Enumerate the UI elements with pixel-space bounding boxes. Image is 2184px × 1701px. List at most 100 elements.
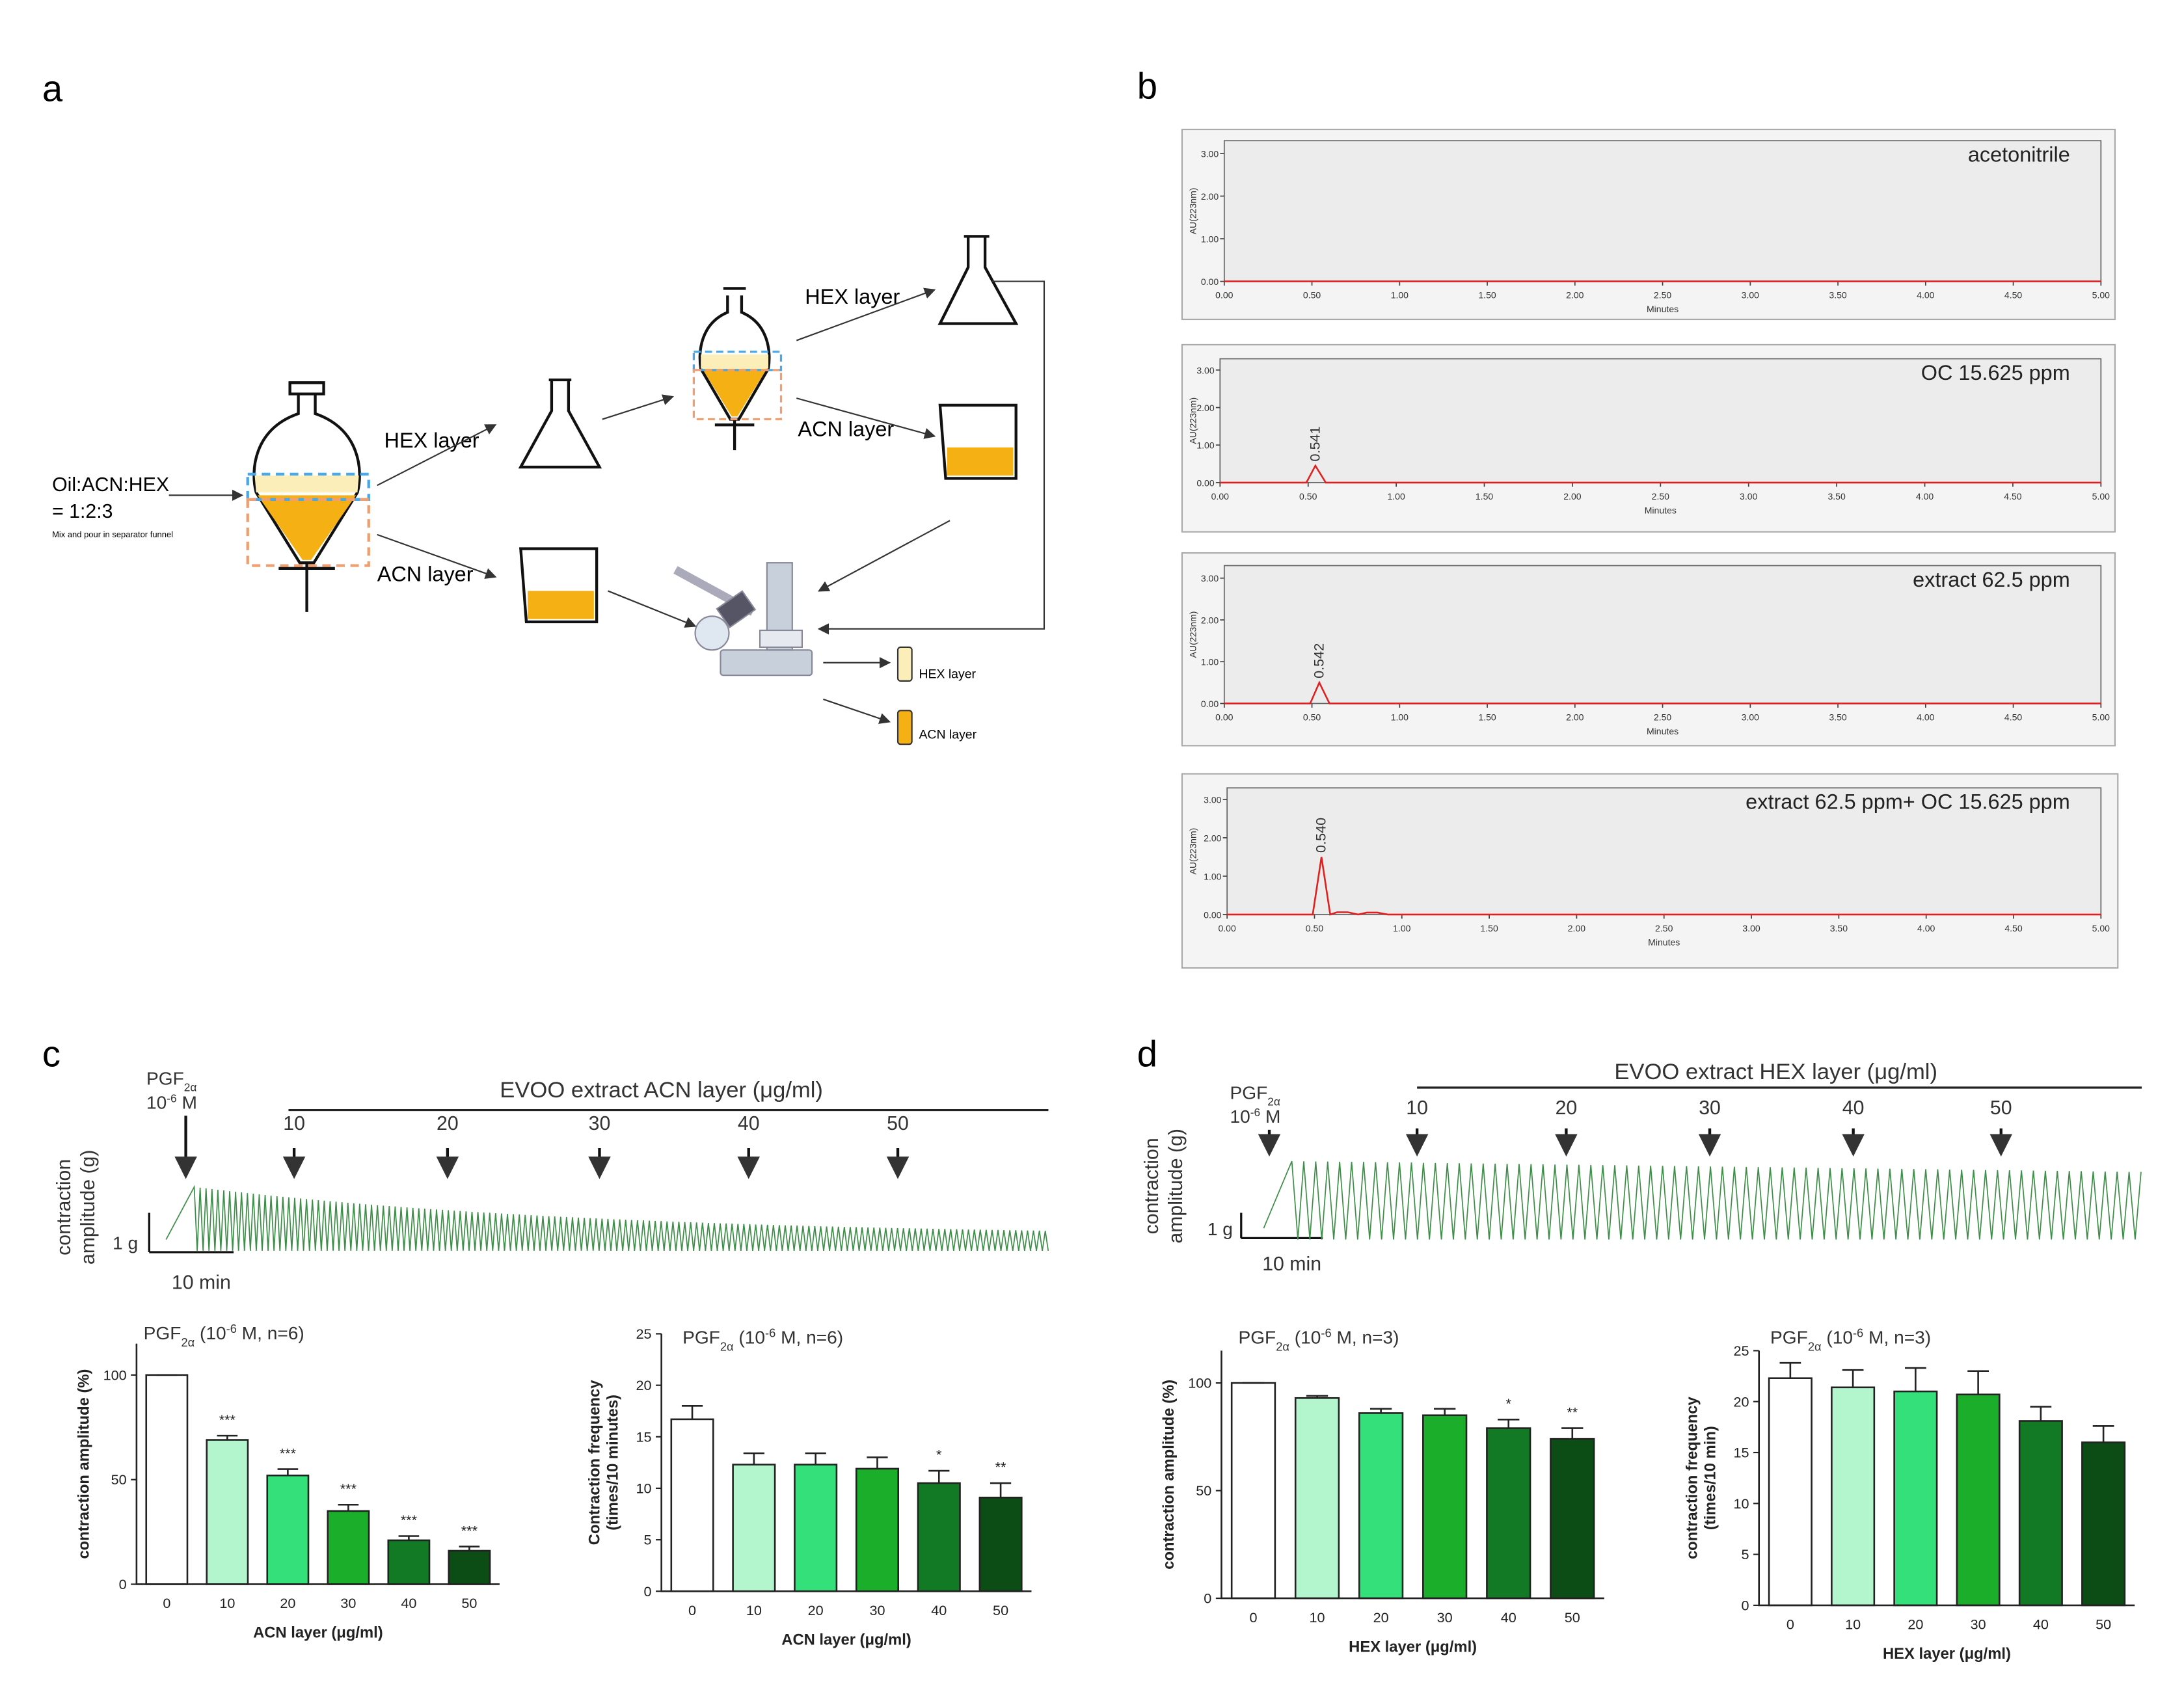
trace-y-label: contraction bbox=[1141, 1138, 1163, 1234]
y-tick-label: 15 bbox=[636, 1428, 651, 1445]
title-part: 2α bbox=[1276, 1339, 1289, 1353]
trace bbox=[165, 1185, 1049, 1251]
error-bar bbox=[867, 1456, 888, 1469]
bar bbox=[145, 1374, 189, 1585]
error-bar bbox=[1434, 1408, 1456, 1415]
x-tick-label: 0.50 bbox=[1299, 491, 1317, 502]
x-axis-label: ACN layer (μg/ml) bbox=[253, 1624, 383, 1642]
chart-title: extract 62.5 ppm+ OC 15.625 ppm bbox=[1746, 790, 2070, 814]
icon bbox=[278, 563, 335, 612]
icon bbox=[528, 591, 594, 619]
icon bbox=[702, 368, 767, 417]
diagram-text: Oil:ACN:HEX bbox=[52, 474, 169, 496]
y-axis-label: AU(223nm) bbox=[1188, 611, 1198, 658]
diagram-text: HEX layer bbox=[805, 285, 900, 308]
data-line bbox=[1227, 857, 2101, 916]
x-tick-label: 3.00 bbox=[1742, 712, 1760, 722]
y-tick-label: 25 bbox=[1734, 1343, 1749, 1359]
x-tick-label: 0 bbox=[1250, 1609, 1258, 1626]
axes bbox=[660, 1333, 1032, 1592]
icon bbox=[519, 547, 599, 624]
bar bbox=[1956, 1393, 2001, 1607]
x-tick-label: 3.00 bbox=[1740, 491, 1758, 502]
y-tick-label: 3.00 bbox=[1201, 573, 1219, 583]
arrow bbox=[602, 394, 675, 420]
x-tick-label: 2.00 bbox=[1563, 491, 1582, 502]
x-axis-label: HEX layer (μg/ml) bbox=[1883, 1645, 2011, 1663]
title-part: M, n=3) bbox=[1863, 1328, 1931, 1348]
x-axis-label: Minutes bbox=[1645, 505, 1677, 515]
error-bar bbox=[459, 1546, 480, 1551]
x-tick-label: 1.00 bbox=[1393, 923, 1411, 933]
stimulus: PGF2α bbox=[1230, 1082, 1280, 1108]
x-axis-label: Minutes bbox=[1648, 937, 1680, 947]
y-tick-label: 15 bbox=[1734, 1445, 1749, 1461]
y-tick-label: 5 bbox=[1742, 1546, 1749, 1562]
significance: *** bbox=[340, 1480, 357, 1497]
error-bar bbox=[1498, 1419, 1520, 1428]
x-tick-label: 5.00 bbox=[2092, 712, 2110, 722]
x-tick-label: 4.50 bbox=[2004, 491, 2022, 502]
trace-header: EVOO extract ACN layer (μg/ml) bbox=[500, 1078, 823, 1103]
y-tick-label: 50 bbox=[111, 1471, 127, 1488]
significance: ** bbox=[1567, 1404, 1578, 1420]
scale-label: 1 g bbox=[113, 1233, 138, 1253]
title-part: -6 bbox=[226, 1322, 237, 1335]
title-part: 2α bbox=[720, 1339, 734, 1353]
peak-label: 0.542 bbox=[1310, 643, 1327, 678]
arrow bbox=[608, 590, 697, 628]
x-tick-label: 1.00 bbox=[1391, 290, 1409, 301]
plot-area bbox=[1223, 565, 2102, 704]
error-bar bbox=[805, 1452, 826, 1465]
x-tick-label: 3.50 bbox=[1830, 923, 1848, 933]
y-tick-label: 20 bbox=[1734, 1393, 1749, 1410]
x-tick-label: 3.00 bbox=[1742, 923, 1760, 933]
title-part: 2α bbox=[181, 1335, 195, 1349]
bar bbox=[978, 1496, 1023, 1592]
error-bar bbox=[1905, 1367, 1926, 1392]
stimulus-part: PGF bbox=[1230, 1082, 1267, 1103]
error-bar bbox=[928, 1469, 950, 1484]
bar bbox=[206, 1439, 249, 1585]
x-tick-label: 4.00 bbox=[1917, 712, 1935, 722]
y-tick-label: 10 bbox=[1734, 1495, 1749, 1512]
trace bbox=[1263, 1160, 2142, 1240]
y-axis-label: (times/10 min) bbox=[1702, 1426, 1719, 1530]
x-tick-label: 2.50 bbox=[1652, 491, 1670, 502]
title-part: PGF bbox=[144, 1323, 182, 1343]
title: PGF2α (10-6 M, n=6) bbox=[144, 1322, 304, 1349]
x-tick-label: 1.50 bbox=[1480, 923, 1498, 933]
scale-label: 1 g bbox=[1207, 1219, 1233, 1239]
icon bbox=[692, 369, 783, 421]
y-tick-label: 20 bbox=[636, 1377, 651, 1393]
arrow bbox=[377, 424, 497, 487]
y-tick-label: 50 bbox=[1196, 1482, 1211, 1499]
y-axis-label: contraction amplitude (%) bbox=[1160, 1380, 1178, 1570]
x-tick-label: 1.00 bbox=[1391, 712, 1409, 722]
x-tick-label: 2.50 bbox=[1654, 712, 1672, 722]
y-tick-label: 1.00 bbox=[1201, 234, 1219, 244]
dose-label: 30 bbox=[1699, 1097, 1721, 1119]
y-tick-label: 3.00 bbox=[1201, 148, 1219, 159]
x-tick-label: 0.00 bbox=[1218, 923, 1236, 933]
diagram-note: Mix and pour in separator funnel bbox=[52, 529, 173, 539]
x-tick-label: 50 bbox=[461, 1595, 477, 1611]
data-line bbox=[1220, 464, 2101, 484]
x-tick-label: 2.00 bbox=[1568, 923, 1586, 933]
y-tick-label: 2.00 bbox=[1201, 191, 1219, 202]
x-tick-label: 0 bbox=[163, 1595, 170, 1611]
dose-label: 10 bbox=[283, 1113, 305, 1134]
scale-label: 10 min bbox=[1262, 1253, 1321, 1275]
x-tick-label: 10 bbox=[1845, 1616, 1861, 1633]
error-bar bbox=[1306, 1395, 1328, 1399]
icon bbox=[288, 381, 325, 395]
x-tick-label: 2.00 bbox=[1566, 712, 1584, 722]
y-axis-label: AU(223nm) bbox=[1188, 397, 1198, 444]
bar bbox=[794, 1464, 838, 1592]
y-tick-label: 0.00 bbox=[1201, 699, 1219, 709]
icon bbox=[692, 351, 783, 371]
error-bar bbox=[338, 1503, 359, 1511]
plot-area bbox=[1219, 358, 2102, 483]
y-axis-label: contraction frequency bbox=[1684, 1397, 1701, 1560]
title-part: (10 bbox=[1822, 1328, 1853, 1348]
